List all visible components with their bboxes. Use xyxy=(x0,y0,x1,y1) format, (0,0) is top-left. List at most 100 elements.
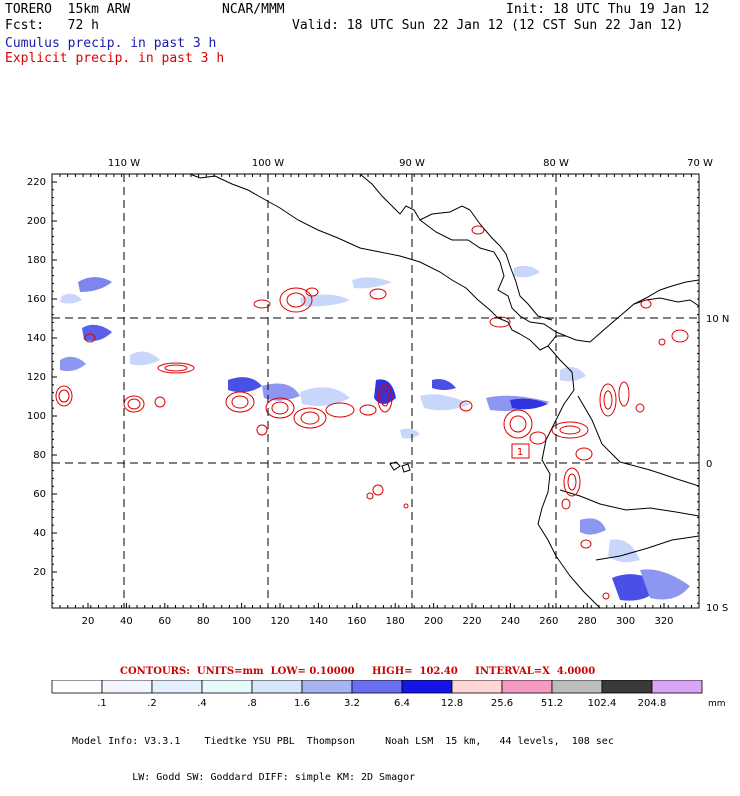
precip-contour xyxy=(300,411,320,425)
longitude-label: 70 W xyxy=(687,158,713,169)
color-bar-box xyxy=(551,680,603,694)
precip-contour xyxy=(567,473,577,491)
model-info: Model Info: V3.3.1 Tiedtke YSU PBL Thomp… xyxy=(72,712,614,796)
venezuela-coast xyxy=(633,279,699,305)
color-bar-box xyxy=(151,680,203,694)
precip-contour xyxy=(84,333,96,343)
precip-contour xyxy=(471,225,485,235)
color-bar-label: .8 xyxy=(247,698,257,709)
y-tick-label: 80 xyxy=(33,450,46,461)
x-tick-label: 300 xyxy=(616,616,635,627)
precip-map: 1 110 W 100 W 90 W 80 W 70 W 10 N 0 10 S 220 200 1… xyxy=(27,158,729,627)
precip-area xyxy=(580,518,606,535)
longitude-label: 100 W xyxy=(252,158,284,169)
precip-contour xyxy=(658,338,666,346)
legend-cumulus: Cumulus precip. in past 3 h xyxy=(5,36,217,51)
precip-contour xyxy=(369,288,387,300)
precip-contour xyxy=(286,292,306,308)
color-bar-label: 204.8 xyxy=(638,698,667,709)
precip-contour xyxy=(231,395,249,409)
y-tick-label: 180 xyxy=(27,255,46,266)
galapagos xyxy=(401,463,411,473)
precip-area xyxy=(400,428,420,439)
precip-contour xyxy=(293,407,327,429)
precip-contour xyxy=(640,299,652,309)
cumulus-precip-shading xyxy=(60,265,690,601)
precip-area xyxy=(352,277,392,289)
y-tick-label: 220 xyxy=(27,177,46,188)
color-bar-box xyxy=(51,680,103,694)
precip-area xyxy=(514,265,540,278)
precip-contour xyxy=(671,329,689,343)
precip-contour xyxy=(403,503,409,509)
init-time: Init: 18 UTC Thu 19 Jan 12 xyxy=(506,2,710,17)
precip-contour xyxy=(529,431,547,445)
panama-colombia xyxy=(519,297,699,351)
precip-contour xyxy=(372,484,384,496)
y-tick-label: 40 xyxy=(33,528,46,539)
inland-border xyxy=(559,489,699,517)
contour-info: CONTOURS: UNITS=mm LOW= 0.10000 HIGH= 10… xyxy=(120,666,596,677)
precip-contour xyxy=(154,396,166,408)
precip-contour xyxy=(225,391,255,413)
x-tick-label: 240 xyxy=(501,616,520,627)
model-info-line: LW: Godd SW: Goddard DIFF: simple KM: 2D… xyxy=(72,772,416,783)
precip-contour xyxy=(359,404,377,416)
precip-contour xyxy=(265,397,295,419)
explicit-precip-contours xyxy=(55,225,689,600)
precip-contour xyxy=(157,362,195,374)
precip-contour xyxy=(459,400,473,412)
x-tick-label: 200 xyxy=(424,616,443,627)
precip-contour xyxy=(563,467,581,497)
precip-contour xyxy=(164,364,188,372)
precip-area xyxy=(82,324,112,341)
precip-area xyxy=(262,383,300,401)
precip-area xyxy=(420,394,470,411)
precip-contour xyxy=(127,398,141,410)
x-tick-label: 220 xyxy=(462,616,481,627)
x-tick-label: 140 xyxy=(309,616,328,627)
latitude-label: 10 N xyxy=(706,314,729,325)
y-tick-label: 20 xyxy=(33,567,46,578)
color-bar-box xyxy=(651,680,703,694)
color-bar-label: .2 xyxy=(147,698,157,709)
color-bar-label: 1.6 xyxy=(294,698,310,709)
y-tick-label: 140 xyxy=(27,333,46,344)
longitude-label: 90 W xyxy=(399,158,425,169)
y-tick-label: 200 xyxy=(27,216,46,227)
color-bar-label: 102.4 xyxy=(588,698,617,709)
x-tick-label: 20 xyxy=(82,616,95,627)
color-bar-box xyxy=(351,680,403,694)
color-bar-box xyxy=(251,680,303,694)
precip-area xyxy=(228,377,262,393)
precip-contour xyxy=(305,287,319,297)
color-bar-box xyxy=(101,680,153,694)
color-bar-label: .4 xyxy=(197,698,207,709)
precip-contour xyxy=(325,402,355,418)
color-bar-label: 51.2 xyxy=(541,698,563,709)
precip-area xyxy=(432,379,456,390)
x-tick-label: 60 xyxy=(158,616,171,627)
precip-area xyxy=(640,569,690,600)
x-tick-label: 40 xyxy=(120,616,133,627)
precip-area xyxy=(130,351,160,366)
color-bar: .1 .2 .4 .8 1.6 3.2 6.4 12.8 25.6 51.2 102.4 204.8 m… xyxy=(51,680,726,709)
x-tick-label: 100 xyxy=(232,616,251,627)
x-tick-label: 80 xyxy=(197,616,210,627)
precip-contour xyxy=(503,409,533,439)
peru-coast xyxy=(537,523,601,608)
y-tick-label: 120 xyxy=(27,372,46,383)
legend-explicit: Explicit precip. in past 3 h xyxy=(5,51,225,66)
precip-contour xyxy=(635,403,645,413)
color-bar-label: 25.6 xyxy=(491,698,513,709)
precip-area xyxy=(60,293,82,304)
precip-contour xyxy=(489,316,511,328)
precip-contour xyxy=(599,383,617,417)
precip-area xyxy=(78,277,112,292)
latitude-label: 10 S xyxy=(706,603,728,614)
latitude-label: 0 xyxy=(706,459,712,470)
valid-time: Valid: 18 UTC Sun 22 Jan 12 (12 CST Sun … xyxy=(292,18,684,33)
x-tick-label: 120 xyxy=(270,616,289,627)
model-info-line: Model Info: V3.3.1 Tiedtke YSU PBL Thomp… xyxy=(72,736,614,747)
precip-contour xyxy=(575,447,593,461)
